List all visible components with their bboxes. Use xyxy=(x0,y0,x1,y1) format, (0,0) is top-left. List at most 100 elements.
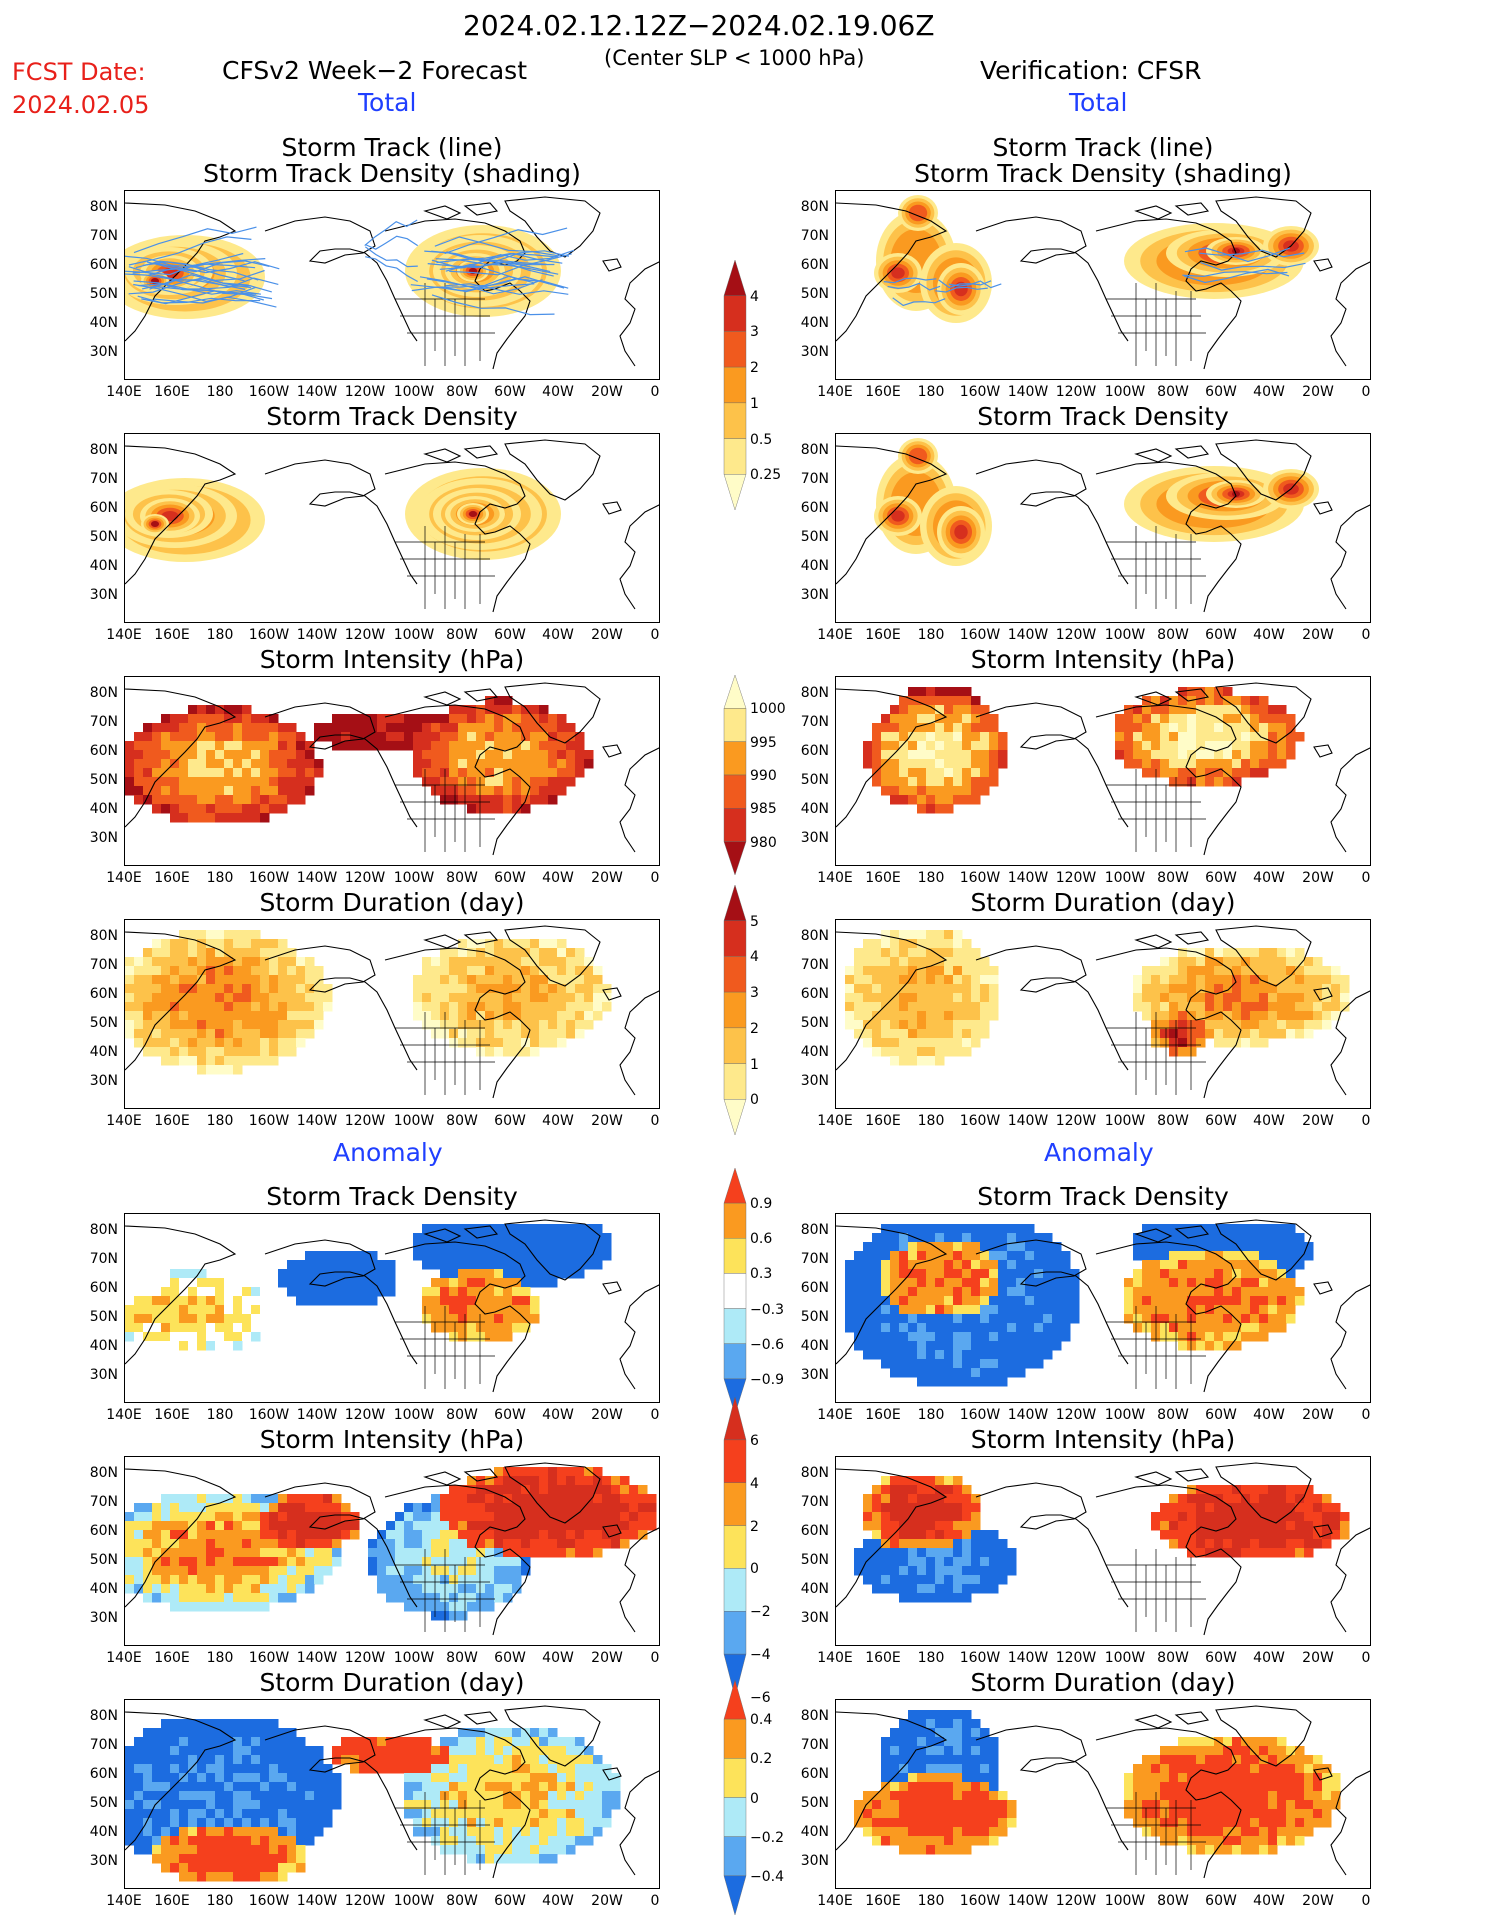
coastline xyxy=(504,1462,601,1524)
lat-label: 50N xyxy=(800,286,829,302)
lat-label: 70N xyxy=(89,471,118,487)
lat-label: 60N xyxy=(800,986,829,1002)
lat-label: 30N xyxy=(800,1853,829,1869)
coastline xyxy=(463,931,499,945)
lat-label: 80N xyxy=(89,442,118,458)
coastline xyxy=(423,448,462,463)
lon-label: 80W xyxy=(1157,1893,1189,1909)
panel-title: Storm Duration (day) xyxy=(259,888,525,917)
track-line xyxy=(1200,261,1306,271)
coastline xyxy=(619,990,659,1096)
coastline xyxy=(384,1727,531,1879)
density-shading xyxy=(125,468,561,562)
lon-label: 100W xyxy=(1104,384,1146,400)
lat-label: 40N xyxy=(89,1581,118,1597)
map-panel-density-verification xyxy=(835,433,1371,623)
lat-label: 30N xyxy=(89,830,118,846)
lon-label: 100W xyxy=(393,384,435,400)
lat-label: 40N xyxy=(800,1581,829,1597)
coastline xyxy=(384,704,531,856)
lat-label: 70N xyxy=(800,471,829,487)
lat-label: 30N xyxy=(89,1367,118,1383)
coastline xyxy=(975,216,1129,342)
panel-title: Storm Track (line) xyxy=(281,133,503,162)
coastline xyxy=(619,747,659,853)
coastline xyxy=(1215,1705,1312,1767)
colorbar-swatch xyxy=(723,1679,747,1720)
map-panel-intensity_a-forecast xyxy=(124,1456,660,1646)
lon-label: 140E xyxy=(106,1893,142,1909)
lon-label: 180 xyxy=(917,1893,945,1909)
track-line xyxy=(128,236,252,266)
lat-label: 70N xyxy=(800,228,829,244)
lon-label: 160E xyxy=(865,870,901,886)
lon-label: 160W xyxy=(248,870,290,886)
coastlines xyxy=(125,925,659,1099)
lon-label: 180 xyxy=(206,1113,234,1129)
lat-label: 60N xyxy=(800,500,829,516)
lon-label: 180 xyxy=(917,627,945,643)
colorbar-label: −0.9 xyxy=(750,1371,784,1388)
lat-label: 30N xyxy=(800,830,829,846)
coastline xyxy=(1174,688,1210,702)
track-line xyxy=(411,283,535,292)
colorbar-label: 3 xyxy=(750,324,759,341)
coastlines xyxy=(125,1705,659,1879)
map-panel-track-verification xyxy=(835,190,1371,380)
lon-label: 140E xyxy=(106,627,142,643)
lat-label: 70N xyxy=(800,714,829,730)
colorbar-swatch xyxy=(723,956,747,993)
coastline xyxy=(384,947,531,1099)
coastline xyxy=(423,934,462,949)
map-canvas xyxy=(125,439,659,613)
lon-label: 40W xyxy=(1253,1113,1285,1129)
coastline xyxy=(384,1241,531,1393)
lon-label: 140W xyxy=(1007,384,1049,400)
lon-label: 180 xyxy=(206,627,234,643)
lat-label: 40N xyxy=(89,315,118,331)
lon-label: 120W xyxy=(1055,1113,1097,1129)
lat-label: 60N xyxy=(89,743,118,759)
map-canvas xyxy=(836,682,1370,856)
lat-label: 30N xyxy=(89,587,118,603)
lon-label: 140E xyxy=(817,627,853,643)
coastline xyxy=(836,1711,948,1851)
lon-label: 180 xyxy=(917,384,945,400)
colorbar-label: −0.2 xyxy=(750,1829,784,1846)
colorbar-label: −0.6 xyxy=(750,1336,784,1353)
lon-label: 40W xyxy=(1253,1650,1285,1666)
lon-label: 60W xyxy=(494,627,526,643)
coastline xyxy=(602,258,622,272)
colorbar-swatch xyxy=(723,1718,747,1759)
section-anomaly-left: Anomaly xyxy=(333,1138,443,1167)
lon-label: 0 xyxy=(650,384,660,400)
colorbar-swatch xyxy=(723,1797,747,1837)
lon-label: 180 xyxy=(917,1113,945,1129)
map-panel-density_a-forecast xyxy=(124,1213,660,1403)
lon-label: 140E xyxy=(106,1113,142,1129)
lat-label: 60N xyxy=(89,1280,118,1296)
lon-label: 100W xyxy=(393,1113,435,1129)
map-panel-track-forecast xyxy=(124,190,660,380)
lon-label: 40W xyxy=(542,384,574,400)
coastline xyxy=(1174,1225,1210,1239)
coastline xyxy=(384,218,531,370)
track-line xyxy=(434,236,558,257)
lat-label: 70N xyxy=(800,957,829,973)
colorbar-swatch xyxy=(723,1439,747,1483)
colorbar-label: 5 xyxy=(750,913,759,930)
lon-label: 40W xyxy=(542,1113,574,1129)
lat-label: 60N xyxy=(800,257,829,273)
lon-label: 80W xyxy=(446,1893,478,1909)
colorbar-density_total xyxy=(723,259,747,511)
lat-label: 40N xyxy=(89,801,118,817)
coastline xyxy=(1215,682,1312,744)
lon-label: 120W xyxy=(344,870,386,886)
lon-label: 160W xyxy=(248,1893,290,1909)
map-canvas xyxy=(125,1462,659,1636)
map-panel-intensity_a-verification xyxy=(835,1456,1371,1646)
map-canvas xyxy=(125,682,659,856)
coastline xyxy=(1174,445,1210,459)
track-line xyxy=(149,279,273,300)
colorbar-swatch xyxy=(723,1836,747,1877)
